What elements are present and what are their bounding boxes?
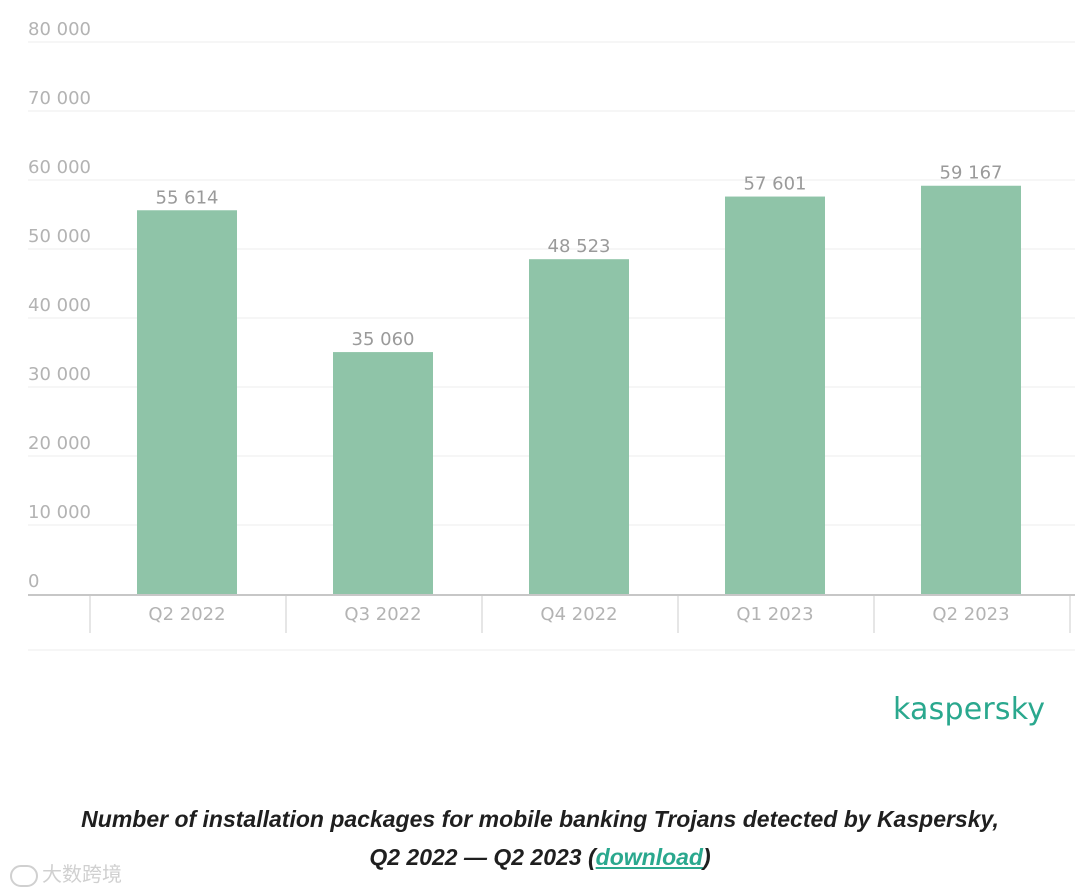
y-tick-label: 30 000 [28, 364, 91, 385]
category-labels: Q2 2022 Q3 2022 Q4 2022 Q1 2023 Q2 2023 [89, 596, 1071, 633]
y-tick-label: 60 000 [28, 157, 91, 178]
bar [137, 210, 237, 595]
caption-line-1: Number of installation packages for mobi… [81, 806, 999, 832]
y-tick-label: 80 000 [28, 19, 91, 40]
y-tick-label: 20 000 [28, 433, 91, 454]
category-label: Q2 2022 [148, 604, 225, 625]
y-axis-tick-labels: 0 10 000 20 000 30 000 40 000 50 000 60 000 70 … [28, 19, 91, 592]
y-tick-label: 10 000 [28, 502, 91, 523]
category-label: Q3 2022 [344, 604, 421, 625]
kaspersky-logo: kaspersky [893, 692, 1046, 727]
data-labels: 55 614 35 060 48 523 57 601 59 167 [156, 163, 1003, 350]
watermark-logo-icon [10, 864, 38, 887]
bar [529, 259, 629, 595]
caption-line-2-suffix: ) [702, 844, 711, 870]
y-tick-label: 50 000 [28, 226, 91, 247]
data-label: 48 523 [548, 236, 611, 257]
bars [137, 185, 1021, 596]
data-label: 59 167 [940, 163, 1003, 184]
download-link[interactable]: download [595, 844, 703, 870]
y-tick-label: 70 000 [28, 88, 91, 109]
category-label: Q4 2022 [540, 604, 617, 625]
data-label: 57 601 [744, 174, 807, 195]
chart-caption: Number of installation packages for mobi… [0, 800, 1080, 876]
watermark: 大数跨境 [10, 858, 122, 887]
bar [725, 196, 825, 595]
caption-line-2: Q2 2022 — Q2 2023 (download) [0, 838, 1080, 876]
y-tick-label: 40 000 [28, 295, 91, 316]
data-label: 55 614 [156, 187, 219, 208]
bar-chart: 0 10 000 20 000 30 000 40 000 50 000 60 000 70 … [28, 19, 1075, 651]
bar [333, 352, 433, 595]
caption-line-2-prefix: Q2 2022 — Q2 2023 ( [369, 844, 596, 870]
data-label: 35 060 [352, 329, 415, 350]
y-tick-label: 0 [28, 571, 39, 592]
category-label: Q2 2023 [932, 604, 1009, 625]
watermark-text: 大数跨境 [42, 862, 122, 886]
category-label: Q1 2023 [736, 604, 813, 625]
bar [921, 185, 1021, 596]
